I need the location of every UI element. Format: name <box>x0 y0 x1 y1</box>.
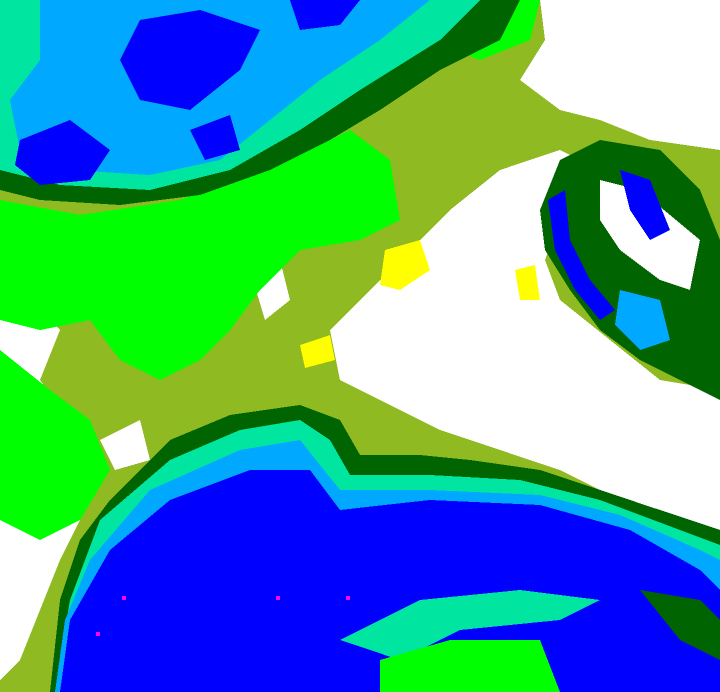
white-patch-lower <box>100 420 150 470</box>
sky-band-top <box>10 0 430 175</box>
teal-streak-bottom <box>340 590 600 660</box>
blue-patch-arc-top <box>620 170 670 240</box>
blue-arc-right <box>548 190 615 320</box>
yellow-patch <box>380 240 430 290</box>
sky-patch-arc <box>615 290 670 350</box>
green-patch-bottom <box>380 640 560 692</box>
magenta-speck <box>122 596 126 600</box>
yellow-patch-3 <box>515 265 540 300</box>
yellow-patch-2 <box>300 335 335 368</box>
green-region-upper <box>0 130 400 380</box>
dark-green-arc-right <box>540 140 720 400</box>
blue-core-top-4 <box>290 0 360 30</box>
magenta-speck <box>346 596 350 600</box>
white-region-top-right <box>520 0 720 150</box>
blue-core-top-3 <box>190 115 240 160</box>
blue-bottom <box>60 470 720 692</box>
magenta-speck <box>276 596 280 600</box>
dark-green-patch-bottom-right <box>640 590 720 660</box>
blue-core-top <box>120 10 260 110</box>
white-region-center <box>330 150 720 560</box>
blue-core-top-2 <box>15 120 110 185</box>
magenta-speck <box>96 632 100 636</box>
green-region-left <box>0 350 110 540</box>
